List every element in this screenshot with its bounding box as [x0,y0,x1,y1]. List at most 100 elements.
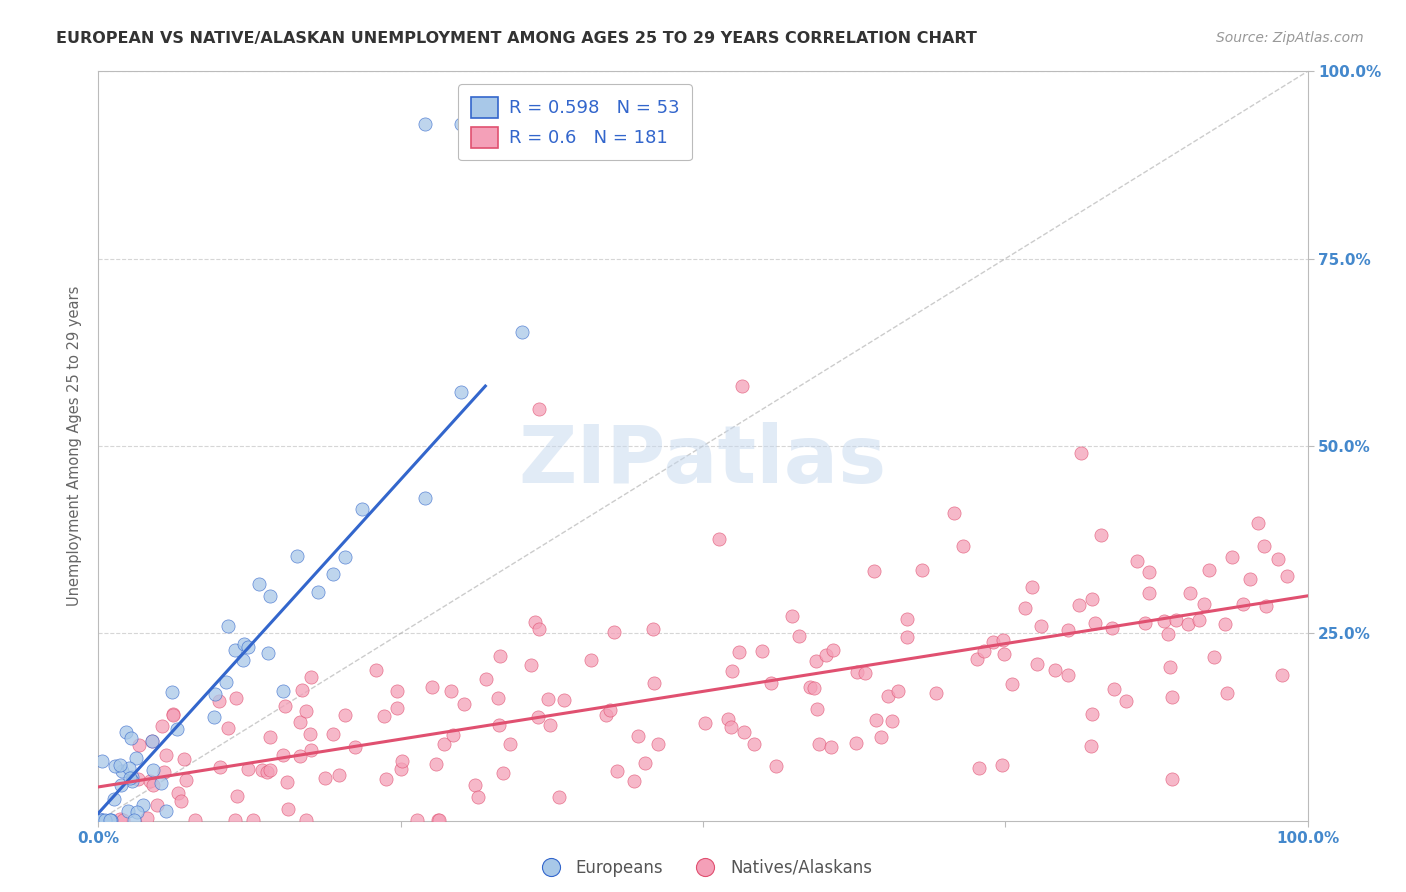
Point [1080,739,1102,754]
Point [433,737,456,751]
Point [803,681,825,695]
Point [125,805,148,820]
Point [373,708,395,723]
Point [780,609,803,624]
Point [328,768,350,782]
Point [322,726,344,740]
Point [595,707,617,722]
Point [845,665,868,680]
Point [118,761,141,775]
Point [553,693,575,707]
Point [290,682,312,697]
Point [121,774,143,789]
Point [127,772,149,787]
Point [453,698,475,712]
Point [118,771,141,785]
Point [1177,617,1199,632]
Point [209,759,232,773]
Point [538,717,561,731]
Point [120,731,142,746]
Point [98,813,121,827]
Point [204,687,226,701]
Point [1215,686,1237,700]
Point [387,683,409,698]
Point [425,757,447,772]
Point [1239,572,1261,586]
Point [1115,694,1137,708]
Point [100,813,122,827]
Point [125,751,148,765]
Point [103,792,125,806]
Point [132,797,155,812]
Point [1198,563,1220,577]
Point [426,813,449,827]
Text: Source: ZipAtlas.com: Source: ZipAtlas.com [1216,31,1364,45]
Point [150,719,173,733]
Point [733,725,755,739]
Point [519,657,541,672]
Point [273,699,295,714]
Point [499,737,522,751]
Point [299,743,322,757]
Point [1254,599,1277,613]
Point [1070,446,1092,460]
Point [1026,657,1049,671]
Point [247,577,270,591]
Point [307,585,329,599]
Point [492,765,515,780]
Point [1220,549,1243,564]
Point [1160,690,1182,704]
Point [271,747,294,762]
Point [90,813,112,827]
Point [299,670,322,684]
Point [146,797,169,812]
Point [142,763,165,777]
Point [537,691,560,706]
Point [547,790,569,805]
Point [166,722,188,736]
Point [623,773,645,788]
Point [524,615,547,629]
Point [155,748,177,763]
Point [1166,613,1188,627]
Point [173,751,195,765]
Point [149,775,172,789]
Point [641,622,664,636]
Point [122,813,145,827]
Point [896,611,918,625]
Point [1043,663,1066,677]
Point [98,813,121,827]
Point [1090,528,1112,542]
Point [1021,580,1043,594]
Point [1014,600,1036,615]
Point [413,491,436,505]
Point [814,648,837,662]
Point [343,740,366,755]
Point [527,710,550,724]
Point [751,644,773,658]
Point [1102,681,1125,696]
Point [925,686,948,700]
Point [252,763,274,777]
Point [1188,613,1211,627]
Point [727,645,749,659]
Point [626,729,648,743]
Point [117,804,139,818]
Point [475,672,498,686]
Point [427,813,450,827]
Point [602,625,624,640]
Point [896,630,918,644]
Point [322,567,344,582]
Point [91,754,114,768]
Point [441,729,464,743]
Legend: Europeans, Natives/Alaskans: Europeans, Natives/Alaskans [527,852,879,883]
Point [993,633,1015,648]
Text: ZIPatlas: ZIPatlas [519,422,887,500]
Point [510,325,533,339]
Point [742,737,765,751]
Point [967,761,990,775]
Point [877,689,900,703]
Point [90,813,112,827]
Point [467,790,489,805]
Point [167,785,190,799]
